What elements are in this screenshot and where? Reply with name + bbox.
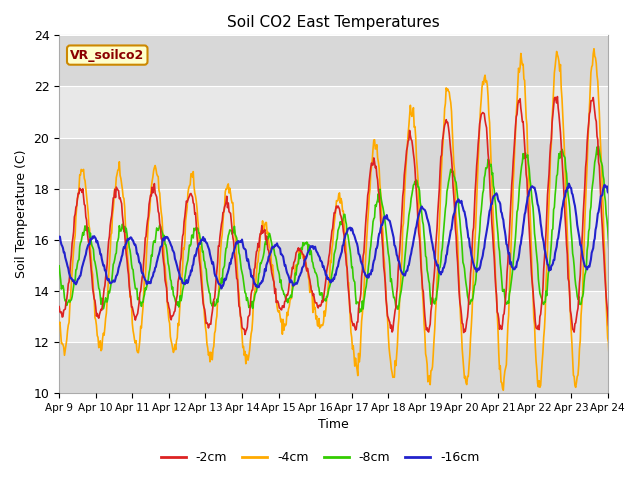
Text: VR_soilco2: VR_soilco2 [70, 48, 145, 61]
Bar [59, 342, 608, 393]
Bar [59, 291, 608, 342]
Bar [59, 240, 608, 291]
Bar [59, 86, 608, 138]
Bar [59, 138, 608, 189]
X-axis label: Time: Time [318, 419, 349, 432]
Legend: -2cm, -4cm, -8cm, -16cm: -2cm, -4cm, -8cm, -16cm [156, 446, 484, 469]
Title: Soil CO2 East Temperatures: Soil CO2 East Temperatures [227, 15, 440, 30]
Bar [59, 36, 608, 86]
Y-axis label: Soil Temperature (C): Soil Temperature (C) [15, 150, 28, 278]
Bar [59, 189, 608, 240]
